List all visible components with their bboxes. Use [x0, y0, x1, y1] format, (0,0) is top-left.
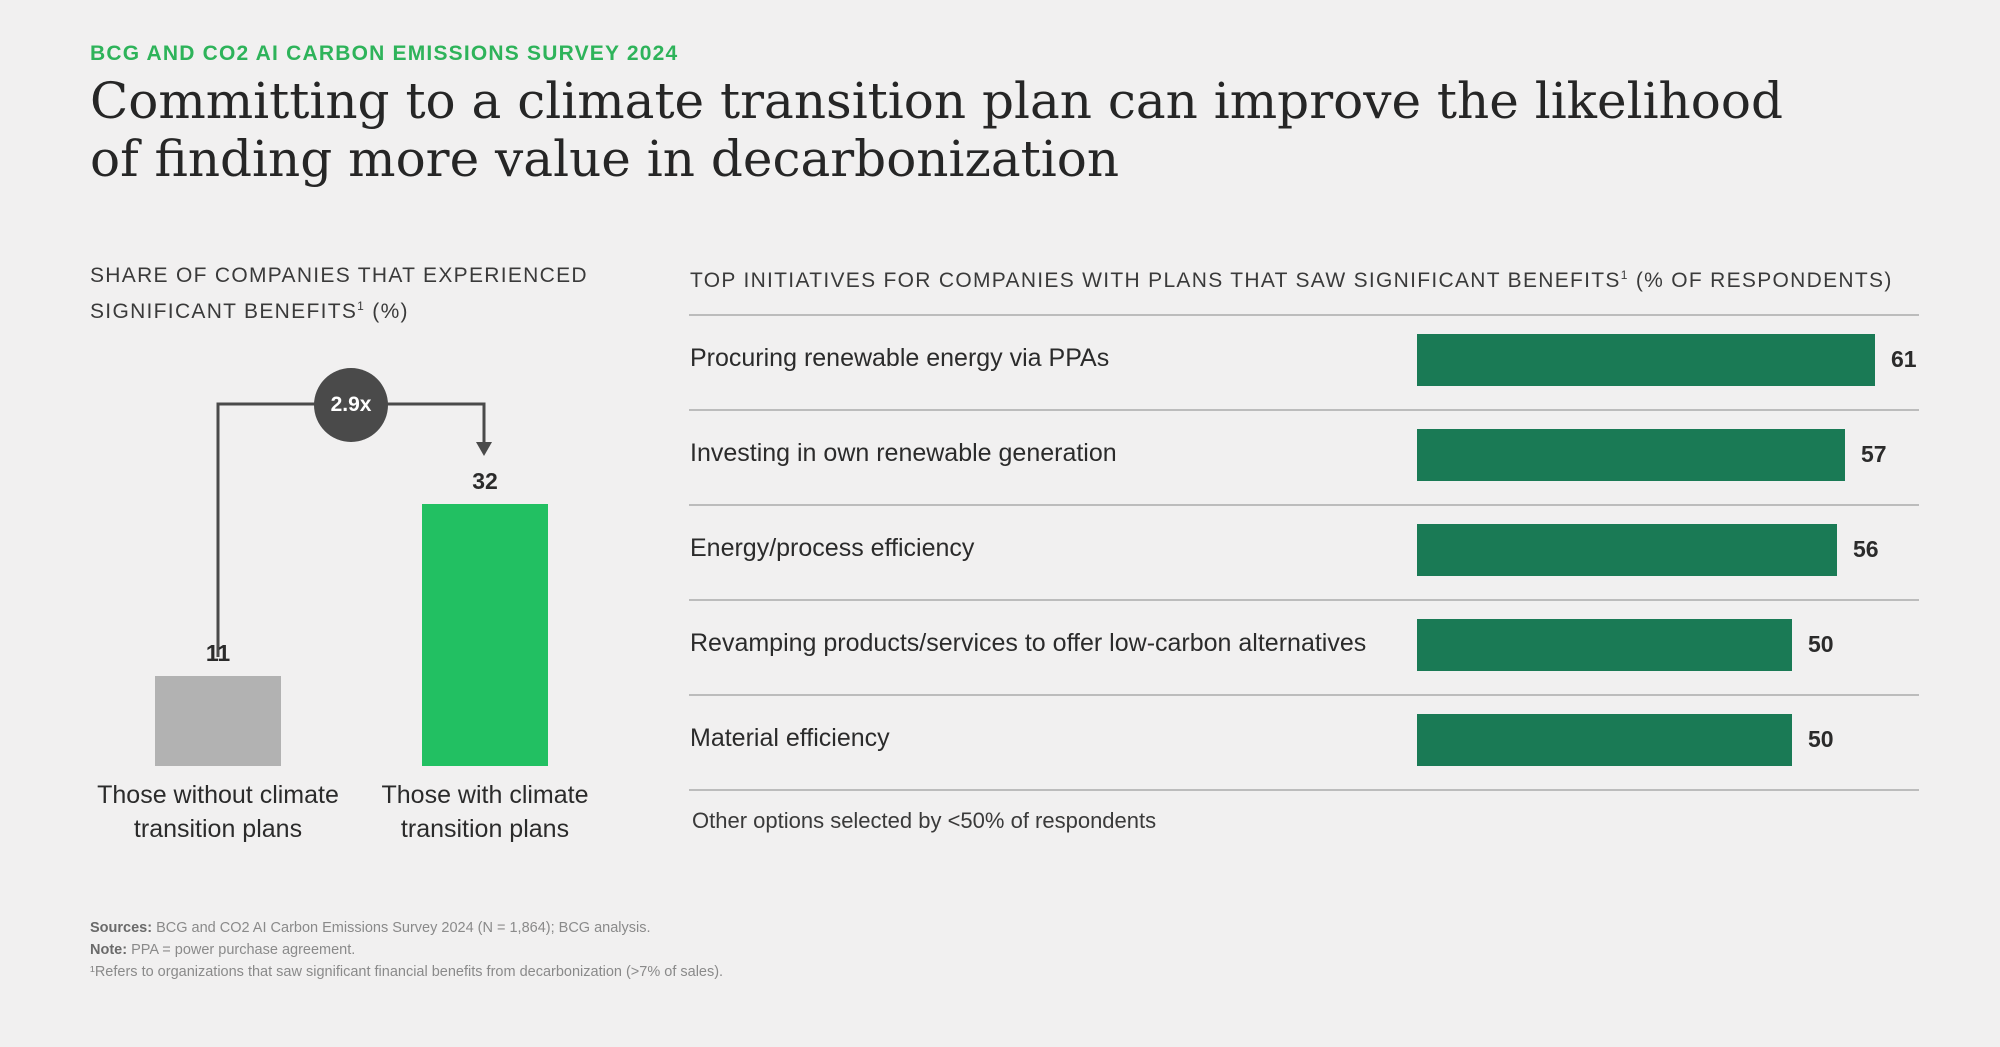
multiplier-arrow-icon	[476, 442, 492, 456]
row-divider	[689, 409, 1919, 411]
row-divider	[689, 314, 1919, 316]
initiative-label: Revamping products/services to offer low…	[690, 629, 1367, 657]
row-divider	[689, 789, 1919, 791]
bar-without-plans	[155, 676, 281, 766]
left-chart-title-footnote: 1	[357, 299, 366, 313]
bar-with-plans	[422, 504, 548, 766]
right-chart-title-unit: (% OF RESPONDENTS)	[1635, 269, 1893, 292]
initiative-label: Material efficiency	[690, 724, 890, 752]
note-text: PPA = power purchase agreement.	[131, 942, 356, 958]
note-label: Note:	[90, 942, 128, 958]
multiplier-badge: 2.9x	[314, 368, 388, 442]
right-chart-title: TOP INITIATIVES FOR COMPANIES WITH PLANS…	[690, 260, 1950, 296]
row-divider	[689, 599, 1919, 601]
row-divider	[689, 694, 1919, 696]
initiative-bar	[1417, 334, 1875, 386]
initiative-label: Energy/process efficiency	[690, 534, 975, 562]
initiative-bar	[1417, 714, 1792, 766]
initiative-value: 57	[1861, 441, 1887, 467]
initiative-bar	[1417, 429, 1845, 481]
initiative-value: 50	[1808, 726, 1834, 752]
kicker: BCG AND CO2 AI CARBON EMISSIONS SURVEY 2…	[90, 42, 679, 65]
initiative-bar	[1417, 524, 1837, 576]
other-options-note: Other options selected by <50% of respon…	[692, 808, 1157, 833]
bar-value-without-plans: 11	[205, 640, 231, 666]
bar-value-with-plans: 32	[472, 468, 498, 494]
initiative-bar	[1417, 619, 1792, 671]
initiative-label: Investing in own renewable generation	[690, 439, 1117, 467]
left-chart-title: SHARE OF COMPANIES THAT EXPERIENCED SIGN…	[90, 260, 650, 327]
page-title: Committing to a climate transition plan …	[90, 72, 1783, 188]
right-chart-title-footnote: 1	[1620, 268, 1629, 282]
category-label-without-plans: Those without climate transition plans	[97, 781, 339, 843]
left-chart-title-text: SHARE OF COMPANIES THAT EXPERIENCED SIGN…	[90, 264, 588, 323]
row-divider	[689, 504, 1919, 506]
right-chart-title-text: TOP INITIATIVES FOR COMPANIES WITH PLANS…	[690, 269, 1621, 292]
left-chart-title-unit: (%)	[372, 300, 409, 323]
sources-label: Sources:	[90, 920, 153, 936]
sources-text: BCG and CO2 AI Carbon Emissions Survey 2…	[156, 920, 651, 936]
initiative-value: 61	[1891, 346, 1917, 372]
category-label-with-plans: Those with climate transition plans	[381, 781, 589, 843]
sources-line: Sources: BCG and CO2 AI Carbon Emissions…	[90, 920, 651, 936]
initiative-value: 56	[1853, 536, 1879, 562]
footnote-line: ¹Refers to organizations that saw signif…	[90, 964, 724, 980]
note-line: Note: PPA = power purchase agreement.	[90, 942, 355, 958]
initiative-value: 50	[1808, 631, 1834, 657]
initiative-label: Procuring renewable energy via PPAs	[690, 344, 1110, 372]
